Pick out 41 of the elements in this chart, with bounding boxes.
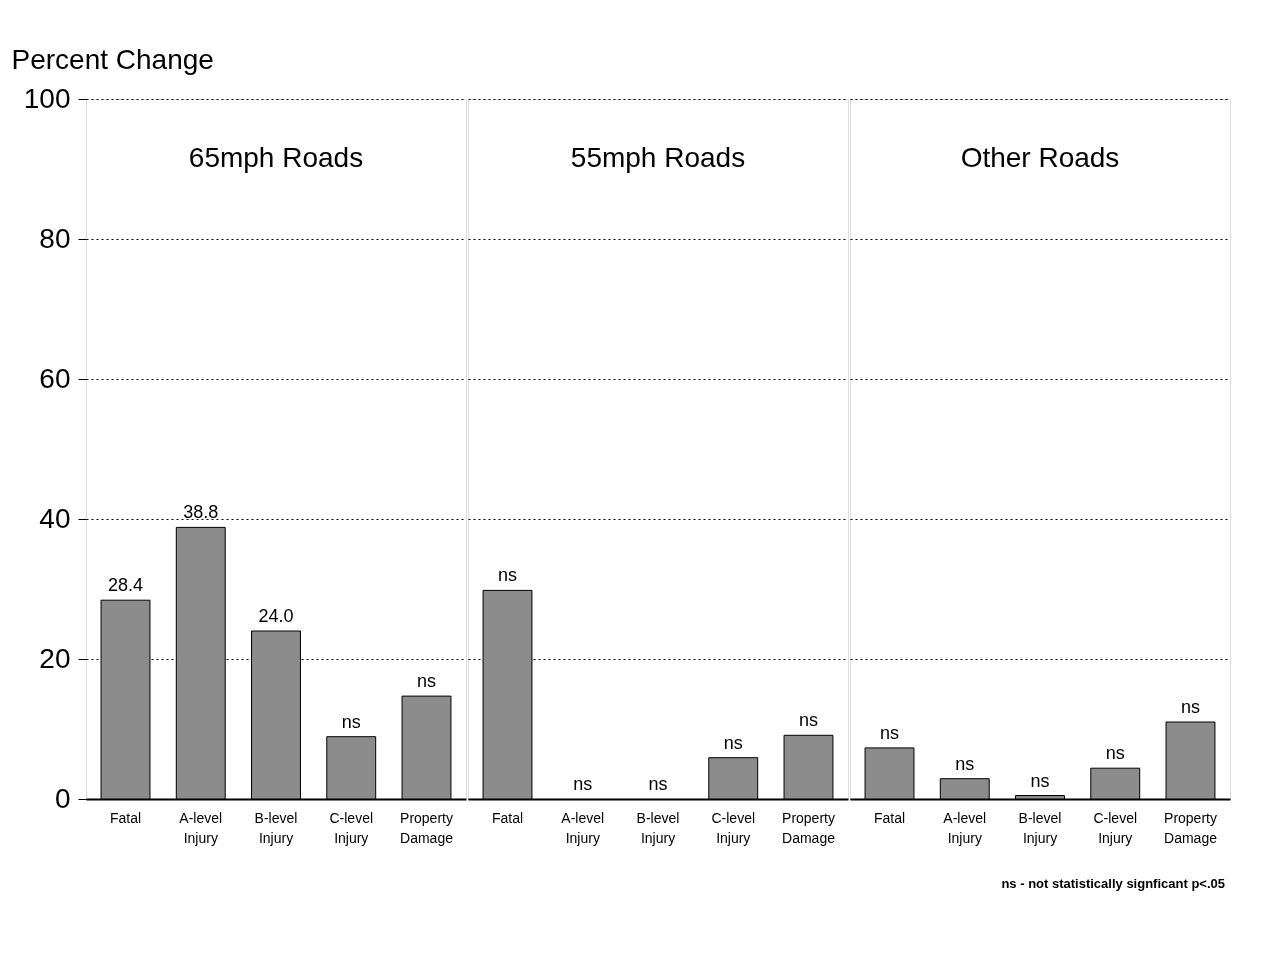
x-tick-label: A-level Injury	[179, 809, 223, 846]
x-tick-label: B-level Injury	[636, 809, 680, 846]
x-tick-label: A-level Injury	[561, 809, 605, 846]
text: 55mph Roads	[570, 142, 746, 173]
data-label: ns	[498, 565, 518, 586]
data-label: ns	[880, 722, 900, 743]
text: ns - not statistically signficant p<.05	[1001, 876, 1225, 891]
x-tick-label: Fatal	[491, 809, 524, 826]
x-tick-label: Fatal	[873, 809, 906, 826]
data-label: ns	[416, 671, 436, 692]
data-label: ns	[648, 774, 668, 794]
y-tick-label: 60	[39, 362, 71, 394]
x-tick-label: B-level Injury	[254, 809, 298, 846]
y-tick-label: 100	[23, 82, 71, 114]
data-label: 28.4	[107, 575, 144, 596]
y-tick-label: 20	[39, 642, 71, 674]
data-label: ns	[573, 774, 593, 794]
data-label: ns	[798, 710, 818, 731]
x-tick-label: C-level Injury	[1093, 809, 1138, 846]
y-tick-label: 0	[54, 782, 71, 814]
x-tick-label: Property Damage	[400, 809, 454, 846]
text: 65mph Roads	[188, 142, 364, 173]
x-tick-label: Property Damage	[1164, 809, 1218, 846]
data-label: ns	[723, 732, 743, 753]
x-tick-label: Fatal	[109, 809, 142, 826]
data-label: ns	[1180, 697, 1200, 717]
data-label: 38.8	[183, 502, 219, 523]
y-tick-label: 40	[39, 502, 71, 534]
data-label: ns	[955, 753, 975, 774]
data-label: ns	[1030, 770, 1050, 791]
y-tick-label: 80	[39, 222, 71, 254]
data-label: ns	[341, 711, 361, 732]
x-tick-label: B-level Injury	[1018, 809, 1062, 846]
x-tick-label: Property Damage	[782, 809, 836, 846]
text: Other Roads	[960, 142, 1120, 173]
x-tick-label: C-level Injury	[329, 809, 374, 846]
data-label: ns	[1105, 743, 1125, 764]
y-axis-title: Percent Change	[11, 43, 214, 75]
x-tick-label: A-level Injury	[943, 809, 987, 846]
x-tick-label: C-level Injury	[711, 809, 756, 846]
data-label: 24.0	[258, 606, 294, 626]
